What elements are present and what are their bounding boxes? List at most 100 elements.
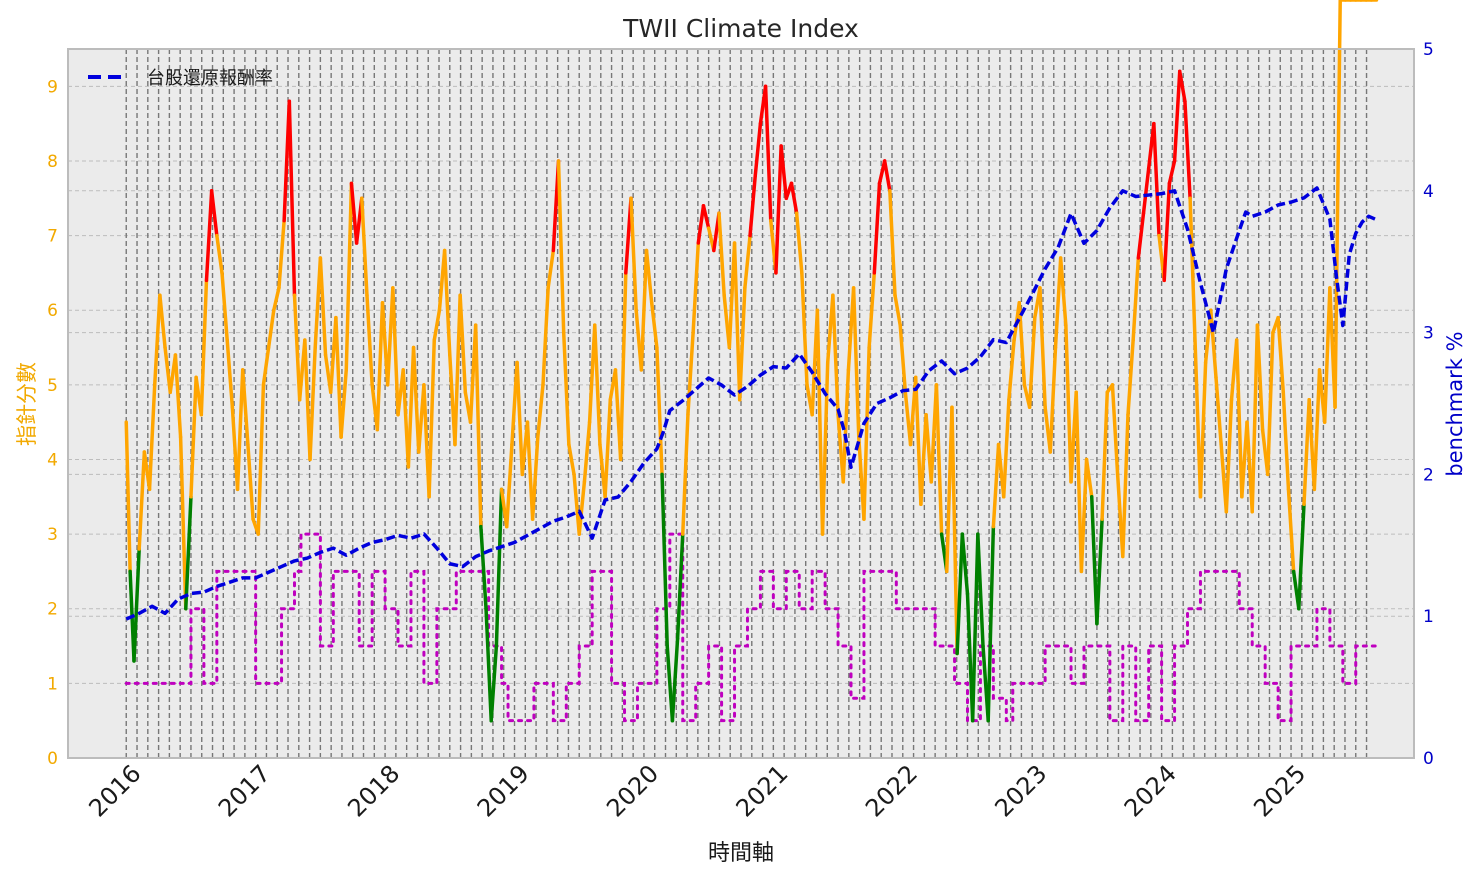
- index-segment: [546, 248, 556, 290]
- left-tick-label: 1: [47, 674, 58, 694]
- index-segment: [272, 286, 281, 312]
- index-segment: [1110, 383, 1120, 477]
- index-segment: [888, 189, 897, 298]
- index-segment: [960, 532, 970, 596]
- index-segment: [851, 286, 861, 439]
- index-segment: [1250, 323, 1260, 514]
- index-segment: [1297, 502, 1306, 611]
- index-segment: [841, 368, 851, 484]
- index-segment: [1234, 338, 1244, 499]
- index-segment: [561, 330, 571, 447]
- right-tick-label: 0: [1423, 749, 1434, 769]
- x-tick-label: 2021: [731, 759, 794, 822]
- index-segment: [1095, 517, 1104, 626]
- index-segment: [779, 144, 789, 201]
- index-segment: [882, 159, 892, 193]
- index-segment: [152, 293, 162, 387]
- index-segment: [489, 644, 499, 723]
- right-tick-label: 2: [1423, 465, 1434, 485]
- index-segment: [639, 248, 649, 372]
- left-tick-label: 2: [47, 600, 58, 620]
- index-segment: [867, 271, 877, 350]
- x-tick-label: 2024: [1119, 759, 1182, 822]
- index-segment: [318, 256, 328, 357]
- index-segment: [603, 398, 613, 499]
- index-segment: [287, 99, 297, 298]
- index-segment: [442, 248, 452, 357]
- index-segment: [1198, 360, 1208, 499]
- index-segment: [375, 300, 385, 432]
- plot-frame: [67, 48, 1415, 759]
- index-segment: [1224, 398, 1234, 514]
- index-segment: [256, 383, 266, 536]
- index-segment: [209, 189, 219, 238]
- index-segment: [681, 412, 690, 536]
- index-segment: [691, 241, 701, 335]
- index-segment: [225, 338, 235, 409]
- index-segment: [737, 286, 747, 402]
- index-segment: [820, 360, 830, 536]
- right-axis-label: benchmark %: [1443, 331, 1467, 476]
- index-segment: [344, 181, 354, 372]
- index-segment: [1162, 181, 1172, 283]
- index-segment: [261, 345, 271, 387]
- index-segment: [277, 218, 286, 290]
- index-segment: [1193, 345, 1203, 499]
- index-segment: [411, 345, 421, 454]
- index-segment: [582, 420, 592, 484]
- index-segment: [292, 293, 302, 402]
- index-segment: [1017, 300, 1027, 387]
- index-segment: [124, 420, 132, 574]
- index-segment: [862, 345, 871, 521]
- index-segment: [748, 174, 757, 238]
- index-segment: [339, 368, 349, 439]
- x-tick-label: 2025: [1248, 759, 1311, 822]
- index-segment: [1053, 256, 1063, 350]
- right-tick-label: 4: [1423, 182, 1434, 202]
- index-segment: [494, 487, 504, 648]
- index-segment: [1126, 338, 1135, 417]
- index-segment: [204, 189, 214, 283]
- index-segment: [541, 286, 550, 387]
- index-segment: [572, 472, 581, 536]
- left-tick-label: 9: [47, 77, 58, 97]
- index-segment: [484, 606, 493, 723]
- left-tick-label: 5: [47, 376, 58, 396]
- index-segment: [391, 286, 400, 417]
- index-segment: [240, 368, 250, 447]
- index-segment: [1007, 338, 1016, 402]
- index-segment: [536, 383, 545, 439]
- index-segment: [1214, 375, 1223, 447]
- chart-title: TWII Climate Index: [622, 14, 859, 43]
- index-segment: [732, 241, 742, 402]
- index-segment: [1333, 0, 1342, 409]
- index-segment: [246, 442, 255, 521]
- index-segment: [675, 532, 685, 641]
- index-segment: [976, 532, 985, 648]
- index-segment: [349, 181, 359, 245]
- index-segment: [432, 308, 442, 342]
- index-segment: [1281, 390, 1291, 492]
- step-line: [124, 532, 1377, 723]
- index-segment: [1136, 211, 1146, 260]
- index-segment: [1001, 398, 1011, 499]
- index-segment: [618, 271, 628, 462]
- index-segment: [1131, 256, 1141, 342]
- index-segment: [991, 442, 1001, 529]
- index-segment: [701, 203, 711, 230]
- index-segment: [774, 144, 783, 275]
- index-segment: [1089, 495, 1099, 626]
- index-segment: [1074, 390, 1084, 574]
- index-segment: [686, 330, 695, 417]
- index-segment: [567, 442, 576, 477]
- index-segment: [1183, 99, 1192, 201]
- index-segment: [893, 293, 902, 327]
- index-segment: [913, 375, 923, 507]
- index-segment: [220, 271, 229, 342]
- index-segment: [1322, 286, 1332, 424]
- index-segment: [199, 278, 209, 417]
- index-segment: [1079, 457, 1089, 574]
- index-segment: [132, 547, 141, 663]
- index-segment: [1048, 345, 1058, 454]
